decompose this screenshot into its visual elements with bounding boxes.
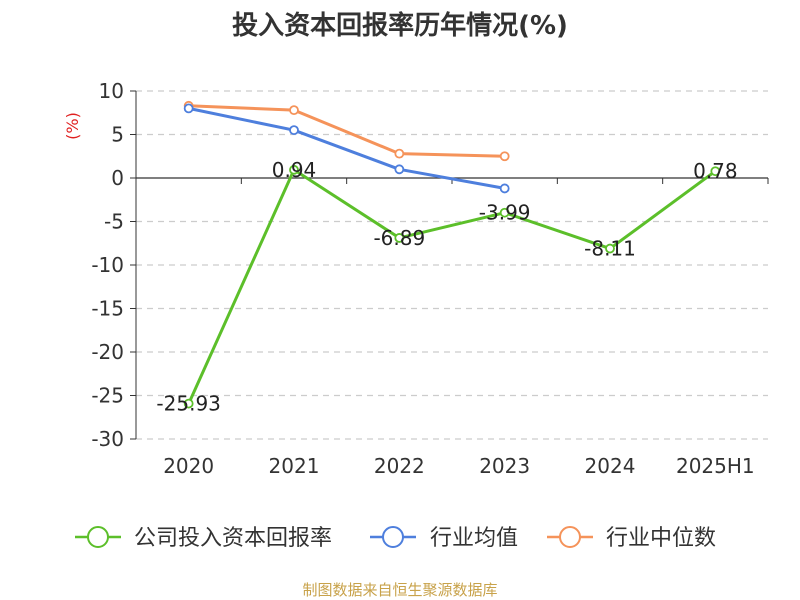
axes: 10 5 0 -5 -10 -15 -20 -25 -30 2020 2021 2022 2023 202… — [91, 79, 769, 478]
grid-lines — [136, 90, 768, 440]
legend-label: 行业中位数 — [606, 526, 716, 551]
x-tick-label: 2021 — [269, 454, 320, 478]
x-tick-label: 2022 — [374, 454, 425, 478]
data-label: -6.89 — [373, 226, 425, 250]
chart-title: 投入资本回报率历年情况(%) — [232, 10, 568, 41]
x-tick-label: 2025H1 — [676, 454, 755, 478]
x-tick-label: 2024 — [585, 454, 636, 478]
legend-marker — [382, 526, 404, 548]
legend-item: 公司投入资本回报率 — [75, 526, 332, 551]
y-tick-label: -30 — [91, 427, 124, 451]
legend-item: 行业均值 — [370, 526, 518, 551]
y-tick-label: 0 — [111, 166, 124, 190]
legend-label: 行业均值 — [430, 526, 518, 551]
data-point — [499, 207, 510, 218]
legend-marker — [87, 526, 109, 548]
series-layer — [183, 100, 721, 409]
y-axis-label: (%) — [63, 112, 82, 140]
y-tick-label: -5 — [104, 210, 124, 234]
series-line — [188, 104, 505, 158]
data-point — [183, 103, 194, 114]
source-note: 制图数据来自恒生聚源数据库 — [302, 581, 497, 599]
data-point — [499, 151, 510, 162]
data-point — [289, 125, 299, 136]
legend-label: 公司投入资本回报率 — [134, 526, 332, 551]
series-line — [187, 168, 717, 405]
data-point — [394, 233, 405, 243]
legend-item: 行业中位数 — [547, 526, 716, 551]
data-point — [499, 183, 510, 194]
legend: 公司投入资本回报率 行业均值 行业中位数 — [75, 526, 716, 551]
data-point — [289, 105, 299, 116]
x-tick-label: 2023 — [479, 454, 530, 478]
data-labels: -25.93 0.94 -6.89 -3.99 -8.11 0.78 — [156, 158, 737, 416]
data-point — [183, 398, 194, 409]
series-line — [188, 106, 505, 190]
data-label: -3.99 — [479, 201, 531, 225]
legend-marker — [559, 526, 581, 548]
y-tick-label: 5 — [111, 123, 124, 147]
x-tick-label: 2020 — [163, 454, 214, 478]
y-tick-label: 10 — [99, 79, 124, 103]
data-label: -25.93 — [156, 392, 220, 416]
data-label: 0.78 — [693, 159, 738, 183]
data-point — [605, 243, 615, 254]
y-tick-label: -25 — [91, 384, 124, 408]
data-label: -8.11 — [584, 237, 636, 261]
data-label: 0.94 — [272, 158, 317, 182]
data-point — [394, 164, 405, 175]
y-tick-label: -15 — [91, 297, 124, 321]
y-tick-label: -20 — [91, 340, 124, 364]
data-point — [710, 166, 721, 177]
data-point — [289, 164, 299, 175]
data-point — [394, 148, 405, 159]
y-tick-label: -10 — [91, 253, 124, 277]
